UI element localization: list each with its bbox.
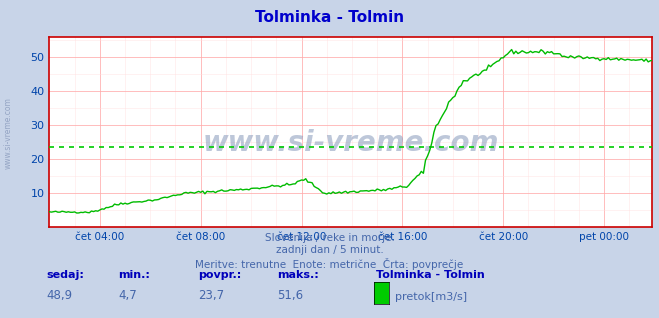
Text: 51,6: 51,6 [277,289,303,302]
Text: povpr.:: povpr.: [198,270,241,280]
Text: sedaj:: sedaj: [46,270,84,280]
Text: Slovenija / reke in morje.: Slovenija / reke in morje. [264,233,395,243]
Text: pretok[m3/s]: pretok[m3/s] [395,292,467,302]
Text: 48,9: 48,9 [46,289,72,302]
Text: www.si-vreme.com: www.si-vreme.com [203,129,499,157]
Text: 23,7: 23,7 [198,289,224,302]
Text: zadnji dan / 5 minut.: zadnji dan / 5 minut. [275,245,384,255]
Text: min.:: min.: [119,270,150,280]
Text: www.si-vreme.com: www.si-vreme.com [3,98,13,169]
Text: Meritve: trenutne  Enote: metrične  Črta: povprečje: Meritve: trenutne Enote: metrične Črta: … [195,258,464,270]
Text: Tolminka - Tolmin: Tolminka - Tolmin [255,10,404,24]
Text: 4,7: 4,7 [119,289,137,302]
Text: Tolminka - Tolmin: Tolminka - Tolmin [376,270,484,280]
Text: maks.:: maks.: [277,270,318,280]
